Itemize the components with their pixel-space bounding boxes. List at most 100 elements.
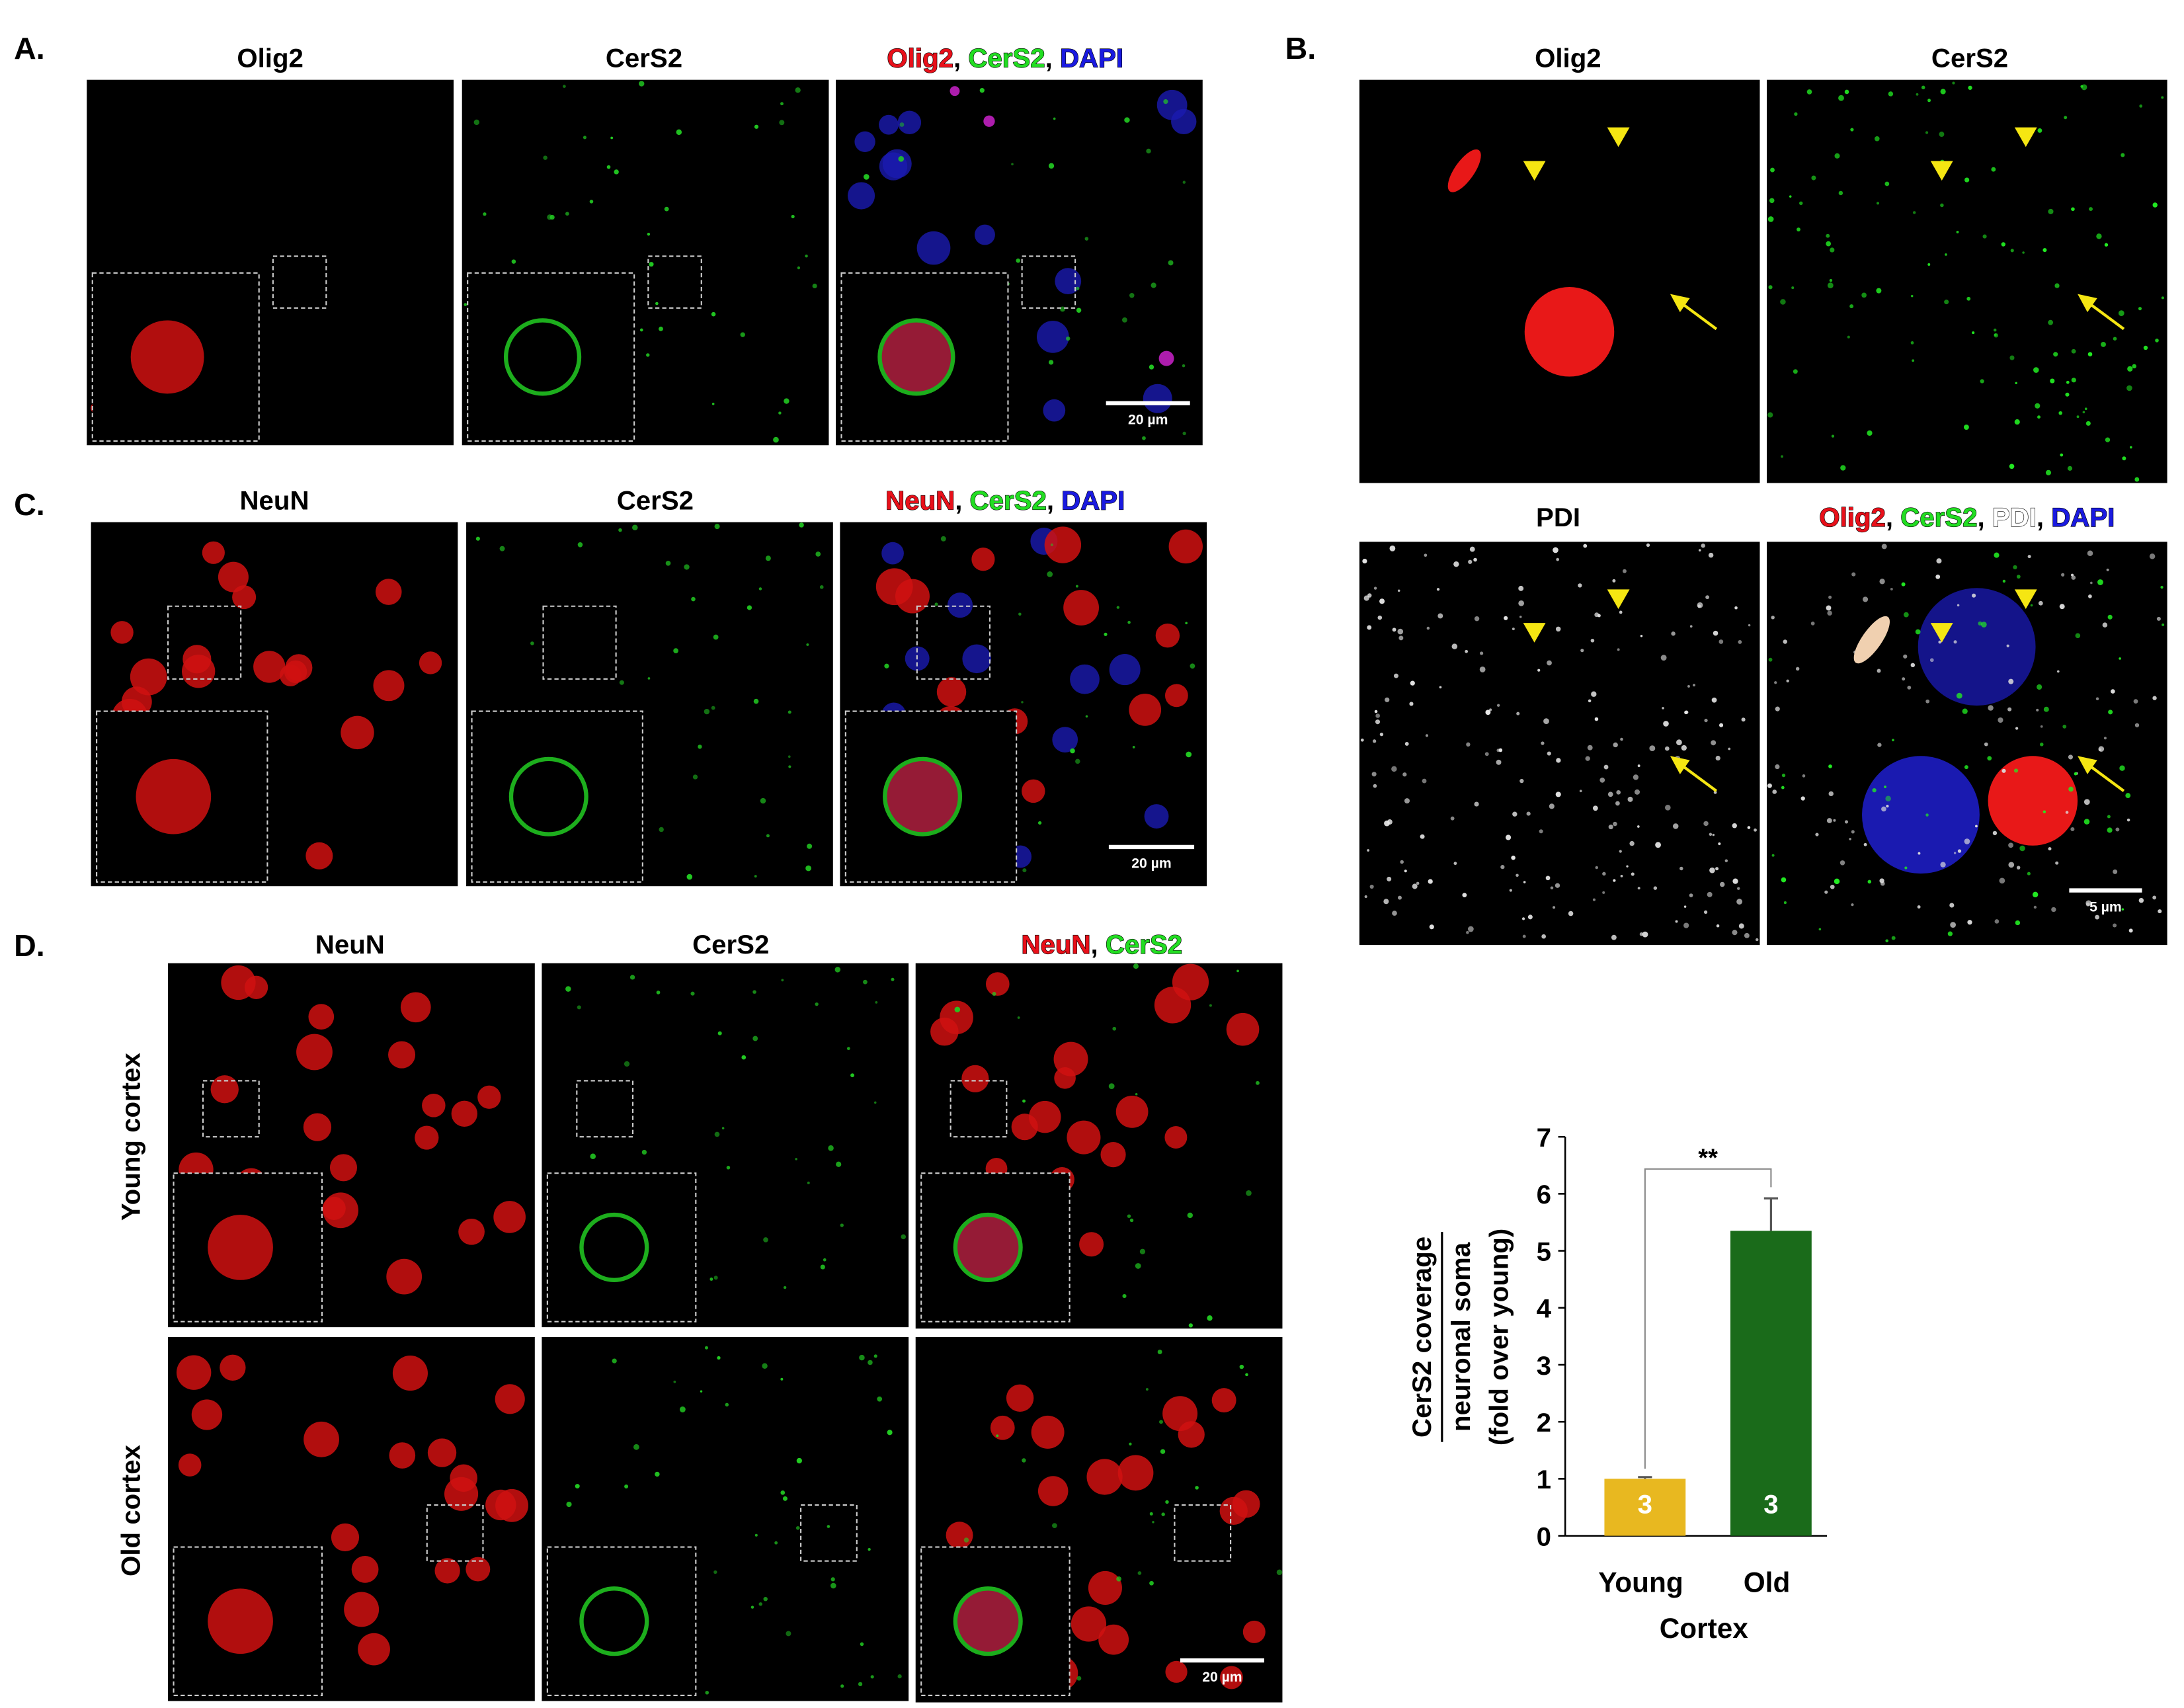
cell: [1088, 1570, 1122, 1605]
puncta: [1945, 253, 1947, 256]
micrograph: [840, 522, 1207, 887]
cell: [218, 561, 249, 592]
puncta: [2160, 586, 2164, 589]
cell: [971, 548, 995, 571]
puncta: [583, 136, 586, 140]
title-part: NeuN: [239, 486, 309, 516]
cell: [962, 644, 991, 674]
puncta: [1608, 825, 1613, 830]
puncta: [2126, 818, 2130, 822]
puncta: [1622, 569, 1627, 573]
puncta: [2152, 202, 2158, 208]
cell: [1006, 1384, 1034, 1412]
puncta: [1522, 934, 1526, 938]
arrow-head: [1670, 294, 1690, 313]
puncta: [1844, 89, 1849, 95]
puncta: [2071, 348, 2076, 354]
title-part: CerS2: [606, 44, 682, 73]
puncta: [1728, 747, 1731, 751]
puncta: [1541, 934, 1546, 939]
puncta: [2009, 464, 2015, 469]
puncta: [511, 259, 516, 264]
puncta: [1526, 811, 1531, 816]
panel-title: NeuN, CerS2, DAPI: [885, 486, 1125, 516]
cell: [1447, 149, 1481, 192]
puncta: [1947, 931, 1953, 936]
puncta: [1840, 465, 1846, 471]
significance-bracket: [1644, 1168, 1772, 1469]
puncta: [1875, 136, 1880, 142]
puncta: [530, 641, 534, 645]
puncta: [1687, 684, 1690, 688]
puncta: [820, 1264, 825, 1270]
puncta: [1831, 434, 1835, 438]
puncta: [1732, 878, 1738, 884]
puncta: [2008, 842, 2013, 848]
puncta: [1615, 801, 1620, 806]
puncta: [1964, 765, 1968, 770]
puncta: [1583, 544, 1588, 548]
puncta: [2033, 905, 2037, 909]
puncta: [673, 1380, 676, 1383]
micrograph: [462, 79, 829, 446]
inset-cell: [877, 318, 955, 396]
puncta: [1467, 926, 1474, 932]
puncta: [1592, 898, 1596, 901]
puncta: [2013, 768, 2019, 773]
puncta: [1404, 870, 1407, 873]
puncta: [873, 1101, 877, 1104]
puncta: [898, 155, 905, 162]
puncta: [1474, 801, 1479, 807]
panel-letter: B.: [1285, 31, 1316, 65]
puncta: [711, 311, 716, 317]
inset-cell: [579, 1212, 649, 1282]
puncta: [887, 1430, 893, 1436]
puncta: [673, 648, 678, 653]
puncta: [1496, 749, 1500, 752]
inset-cell: [883, 756, 963, 836]
puncta: [2009, 355, 2015, 360]
puncta: [2007, 707, 2012, 712]
puncta: [1397, 628, 1404, 635]
puncta: [778, 411, 782, 415]
puncta: [836, 1161, 842, 1167]
puncta: [2045, 469, 2051, 475]
puncta: [1676, 739, 1682, 746]
puncta: [1161, 1512, 1165, 1516]
puncta: [464, 303, 467, 306]
cell: [386, 1258, 423, 1295]
cell: [303, 1113, 332, 1141]
puncta: [2050, 378, 2055, 384]
puncta: [1462, 893, 1467, 897]
cell: [477, 1085, 501, 1109]
cell: [178, 1453, 202, 1477]
inset-cell: [503, 318, 582, 396]
puncta: [1367, 849, 1370, 852]
panel-title: NeuN: [239, 486, 309, 516]
puncta: [1422, 778, 1427, 784]
row-label: Young cortex: [116, 1053, 146, 1221]
puncta: [1982, 234, 1987, 239]
puncta: [1916, 93, 1919, 96]
cell: [990, 1415, 1015, 1440]
puncta: [1917, 905, 1921, 909]
puncta: [1124, 117, 1130, 123]
puncta: [1549, 803, 1555, 809]
puncta: [1373, 784, 1377, 788]
cell: [458, 1218, 485, 1245]
puncta: [2107, 614, 2113, 620]
puncta: [2016, 866, 2021, 870]
cell: [220, 1354, 246, 1381]
puncta: [1716, 924, 1720, 928]
puncta: [782, 1496, 788, 1501]
title-part: ,: [1091, 930, 1106, 959]
puncta: [1827, 610, 1832, 616]
puncta: [2089, 207, 2093, 212]
puncta: [1834, 878, 1840, 885]
puncta: [752, 1036, 758, 1041]
puncta: [788, 710, 791, 714]
puncta: [1052, 1523, 1057, 1529]
cell: [1219, 1666, 1243, 1689]
cell: [1129, 694, 1162, 726]
cell: [389, 1442, 416, 1469]
